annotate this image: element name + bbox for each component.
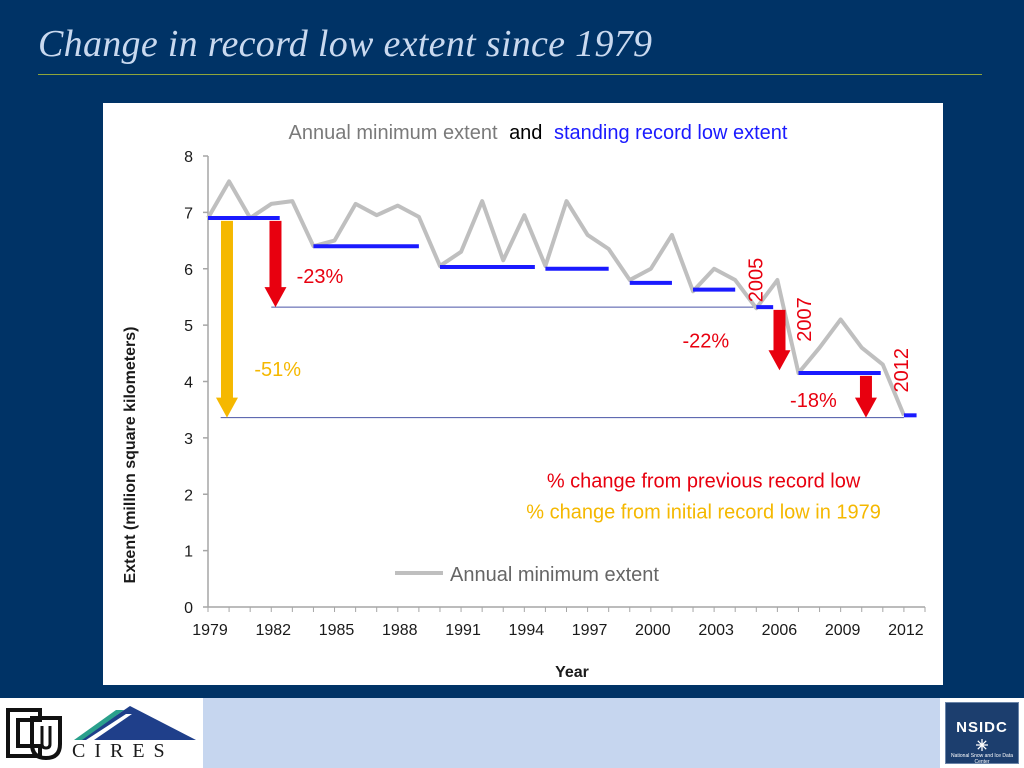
chart-marks: -51% -23% -22% -18% 2005 2007 2012 % change fro… — [206, 179, 917, 586]
change-arrow — [264, 220, 287, 308]
y-tick-label: 6 — [184, 262, 193, 279]
x-tick-label: 2009 — [825, 622, 861, 639]
nsidc-logo-lettering: NSIDC — [956, 719, 1008, 736]
x-tick-label: 2000 — [635, 622, 671, 639]
y-tick-label: 5 — [184, 318, 193, 335]
x-tick-label: 2006 — [762, 622, 798, 639]
x-tick-label: 1994 — [509, 622, 545, 639]
change-arrow — [854, 375, 877, 418]
nsidc-logo: NSIDC National Snow and Ice Data Center — [940, 698, 1024, 768]
y-tick-label: 7 — [184, 205, 193, 222]
y-tick-label: 0 — [184, 600, 193, 617]
annotation-text: % change from previous record low — [547, 470, 861, 492]
change-arrow — [215, 220, 238, 418]
cu-cires-logo: CIRES — [0, 698, 203, 768]
x-axis-label: Year — [555, 664, 589, 681]
y-tick-label: 1 — [184, 544, 193, 561]
nsidc-badge: NSIDC National Snow and Ice Data Center — [945, 702, 1019, 765]
y-tick-label: 4 — [184, 375, 193, 392]
chart-panel: Annual minimum extent and standing recor… — [103, 103, 943, 685]
chart-title-part-1: Annual minimum extent — [289, 122, 498, 144]
cu-logo-icon — [6, 708, 62, 761]
x-tick-label: 1985 — [319, 622, 355, 639]
cires-logo-lettering: CIRES — [72, 740, 174, 762]
chart-title: Annual minimum extent and standing recor… — [289, 122, 788, 144]
x-tick-label: 1979 — [192, 622, 228, 639]
nsidc-logo-subtitle: National Snow and Ice Data Center — [951, 753, 1013, 765]
annotation-text: % change from initial record low in 1979 — [526, 501, 881, 523]
y-tick-label: 2 — [184, 487, 193, 504]
cires-mountain-icon — [74, 706, 196, 740]
x-tick-label: 1988 — [382, 622, 418, 639]
legend-label: Annual minimum extent — [450, 564, 659, 586]
chart-title-part-2: and — [509, 122, 542, 144]
x-tick-label: 1991 — [445, 622, 481, 639]
change-percent-label: -22% — [682, 331, 729, 353]
chart-axes: 0 1 2 3 4 5 6 7 8 1979 1982 1985 1988 1991 1994 1997 200… — [184, 149, 926, 639]
title-divider — [38, 74, 982, 75]
record-year-label: 2007 — [794, 297, 816, 342]
sea-ice-extent-chart: Annual minimum extent and standing recor… — [122, 122, 926, 681]
annual-minimum-line — [206, 179, 906, 417]
snowflake-icon — [976, 739, 988, 751]
x-tick-label: 1982 — [255, 622, 291, 639]
x-tick-label: 2003 — [698, 622, 734, 639]
record-year-label: 2005 — [746, 258, 768, 303]
chart-title-part-3: standing record low extent — [554, 122, 788, 144]
footer-bar: CIRES NSIDC National Snow and Ice Data C… — [0, 698, 1024, 768]
slide-title: Change in record low extent since 1979 — [38, 23, 653, 65]
change-percent-label: -51% — [254, 359, 301, 381]
x-tick-label: 1997 — [572, 622, 608, 639]
change-arrow — [768, 309, 791, 371]
y-axis-label: Extent (million square kilometers) — [122, 327, 139, 584]
change-percent-label: -18% — [790, 390, 837, 412]
y-tick-label: 8 — [184, 149, 193, 166]
change-percent-label: -23% — [297, 266, 344, 288]
x-tick-label: 2012 — [888, 622, 924, 639]
y-tick-label: 3 — [184, 431, 193, 448]
record-year-label: 2012 — [891, 348, 913, 393]
